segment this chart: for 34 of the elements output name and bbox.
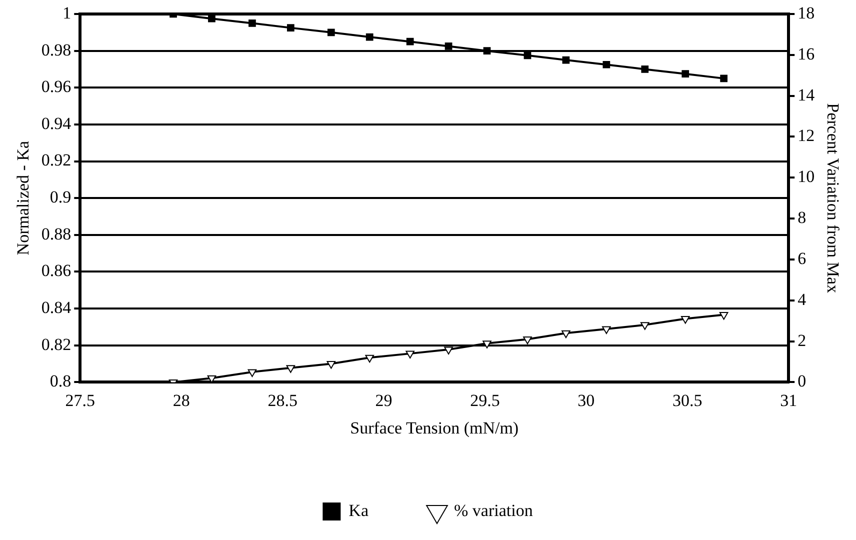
y2-tick-label: 4	[798, 290, 807, 309]
y-tick-label: 1	[62, 3, 72, 22]
y-tick-label: 0.96	[41, 77, 72, 96]
y-axis-title: Normalized - Ka	[14, 140, 33, 256]
y2-tick-label: 0	[798, 372, 806, 391]
x-tick-label: 29	[375, 390, 392, 410]
y2-tick-label: 18	[798, 3, 815, 22]
y-tick-label: 0.9	[50, 188, 72, 207]
x-tick-label: 27.5	[65, 390, 96, 410]
y-tick-label: 0.86	[41, 261, 72, 280]
x-tick-label: 28.5	[268, 390, 298, 410]
y2-tick-label: 16	[798, 44, 815, 64]
y2-tick-label: 12	[798, 126, 815, 146]
x-tick-label: 31	[780, 390, 798, 410]
x-tick-label: 30	[578, 390, 595, 410]
legend-label: % variation	[454, 500, 534, 520]
y-tick-label: 0.94	[41, 114, 72, 133]
y2-tick-label: 10	[798, 167, 815, 186]
y-tick-label: 0.88	[41, 224, 72, 244]
y2-tick-label: 14	[798, 85, 816, 104]
y2-axis-title: Percent Variation from Max	[823, 103, 842, 294]
y-tick-label: 0.82	[41, 334, 72, 354]
legend-label: Ka	[348, 500, 369, 520]
y2-tick-label: 6	[798, 248, 806, 268]
x-tick-label: 29.5	[470, 390, 500, 410]
x-tick-label: 28	[172, 390, 190, 410]
y2-tick-label: 8	[798, 208, 806, 228]
y-tick-label: 0.84	[41, 298, 72, 318]
y-tick-label: 0.92	[41, 150, 72, 170]
x-axis-title: Surface Tension (mN/m)	[350, 418, 519, 438]
x-tick-label: 30.5	[672, 390, 702, 410]
y2-tick-label: 2	[798, 330, 806, 350]
y-tick-label: 0.8	[50, 372, 72, 391]
y-tick-label: 0.98	[41, 40, 72, 60]
